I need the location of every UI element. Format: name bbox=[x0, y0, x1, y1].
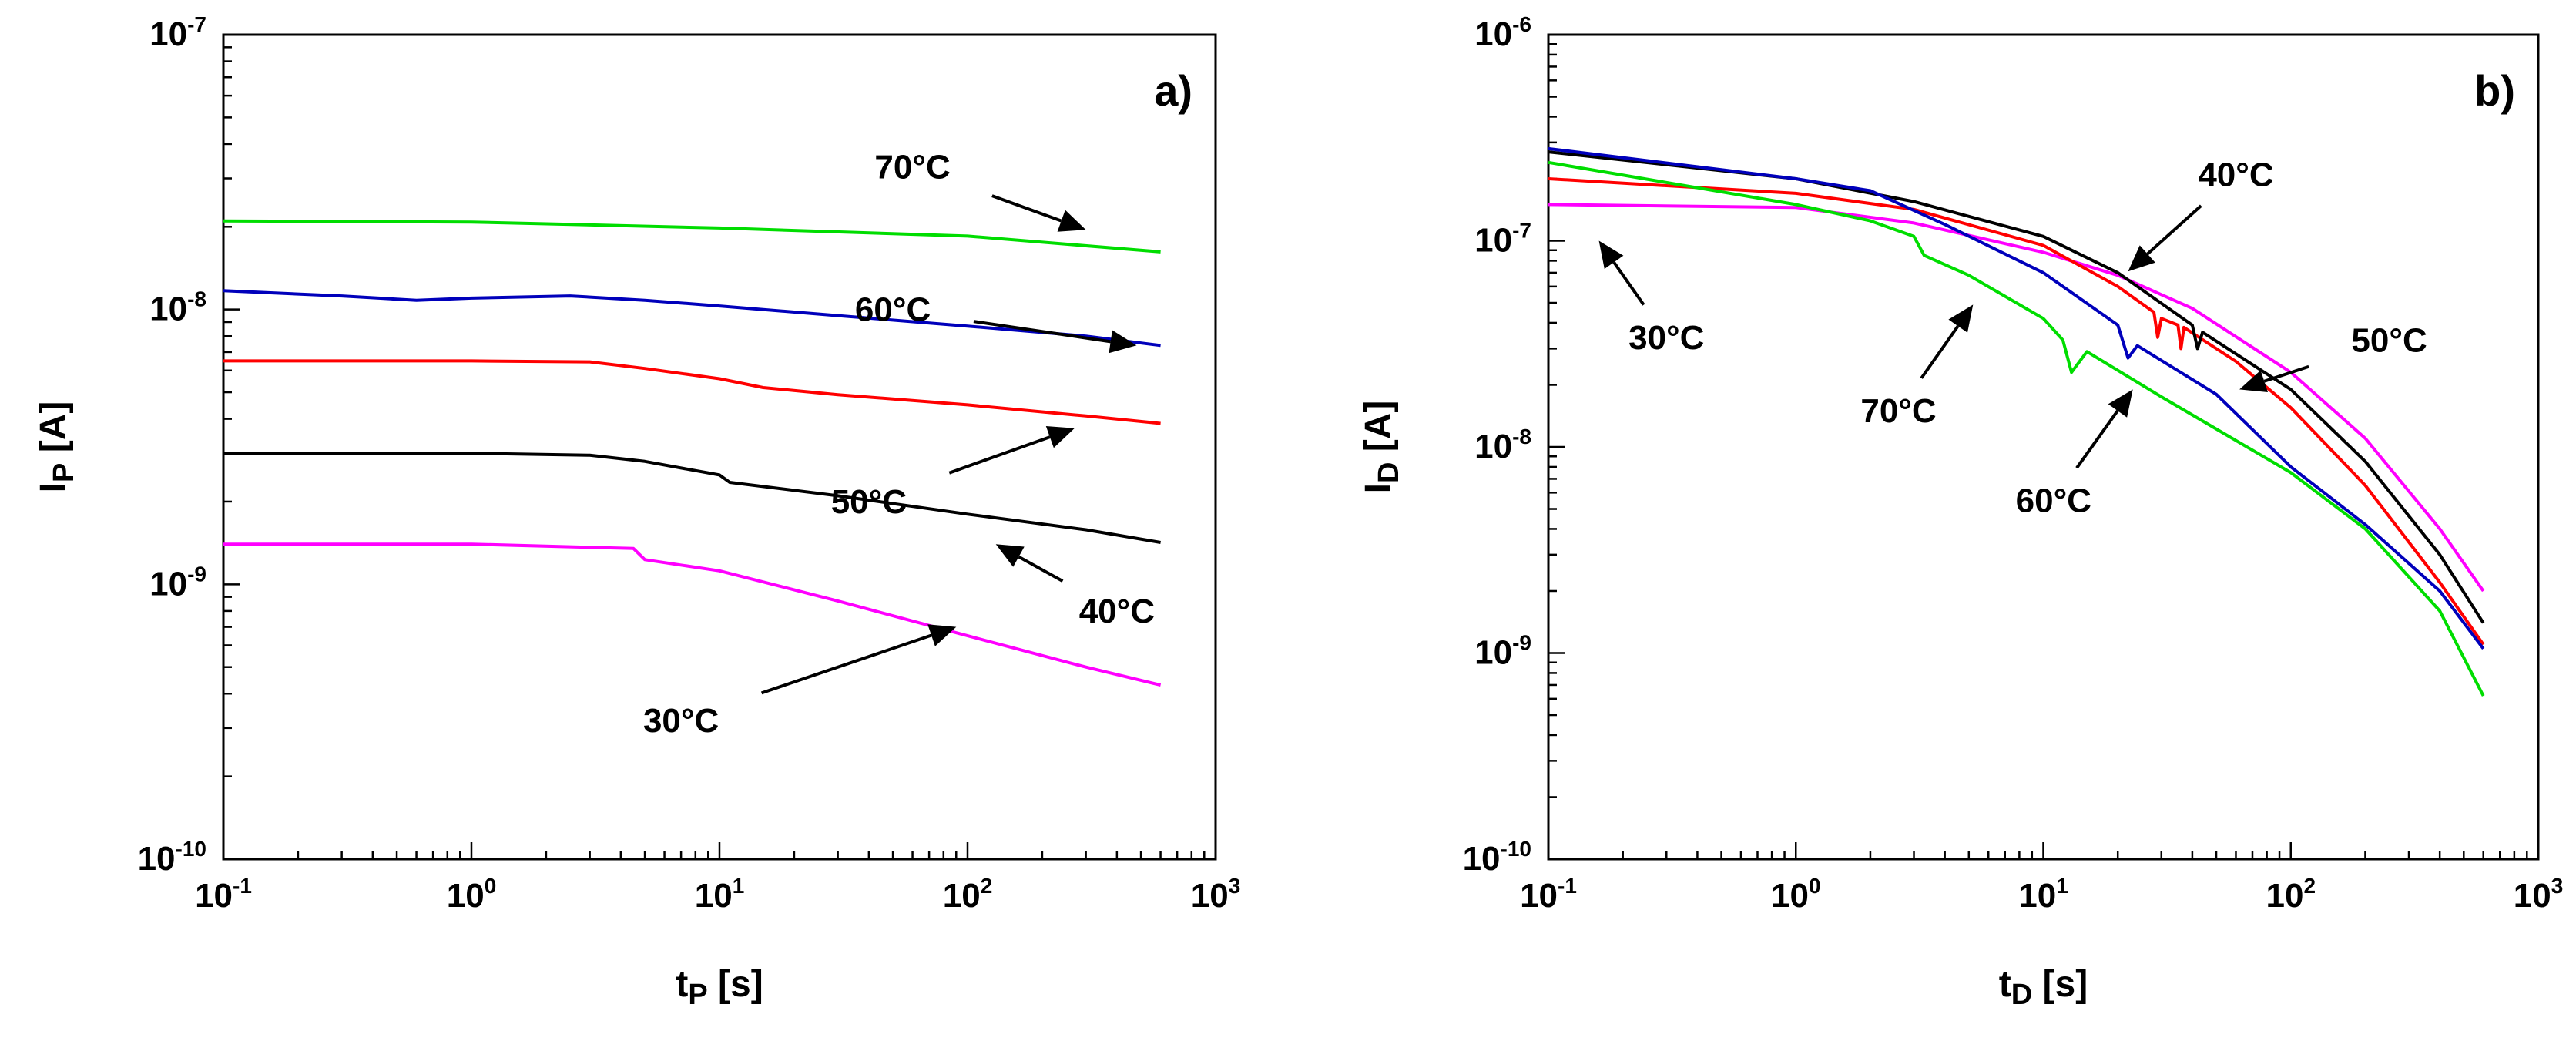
series-line-40-c bbox=[1548, 150, 2485, 624]
annotation-arrow-line bbox=[1612, 261, 1645, 306]
series-line-60-c bbox=[223, 289, 1161, 348]
x-axis-title: tD [s] bbox=[1999, 964, 2088, 1011]
series-line-50-c bbox=[223, 359, 1161, 425]
plot-frame bbox=[1547, 33, 2540, 861]
annotation-arrow-line bbox=[991, 194, 1062, 223]
annotation-arrowhead bbox=[2239, 370, 2268, 392]
annotation-arrowhead bbox=[1598, 240, 1624, 269]
annotation-label-60-c: 60°C bbox=[2016, 482, 2091, 519]
annotation-arrow-line bbox=[2075, 409, 2119, 469]
x-tick-label: 103 bbox=[2514, 874, 2564, 915]
annotation-label-70-c: 70°C bbox=[874, 149, 950, 186]
series-line-70-c bbox=[1548, 160, 2485, 697]
x-tick-label: 100 bbox=[1771, 874, 1821, 915]
x-axis-title: tP [s] bbox=[676, 964, 763, 1011]
annotation-label-70-c: 70°C bbox=[1860, 392, 1936, 430]
annotation-label-50-c: 50°C bbox=[2351, 321, 2427, 359]
series-line-50-c bbox=[1548, 177, 2485, 646]
y-tick-label: 10-7 bbox=[1474, 219, 1531, 260]
series-line-60-c bbox=[1548, 146, 2485, 650]
annotation-arrow-line bbox=[948, 435, 1051, 475]
annotation-label-60-c: 60°C bbox=[855, 291, 931, 329]
annotation-label-30-c: 30°C bbox=[643, 702, 719, 740]
y-tick-label: 10-10 bbox=[1463, 837, 1531, 878]
annotation-arrow-line bbox=[2146, 204, 2202, 256]
x-tick-label: 102 bbox=[2266, 874, 2316, 915]
x-tick-label: 101 bbox=[695, 874, 745, 915]
series-line-30-c bbox=[223, 542, 1162, 687]
panel-label: b) bbox=[2474, 66, 2515, 115]
x-tick-label: 103 bbox=[1191, 874, 1241, 915]
y-axis-title: ID [A] bbox=[1358, 401, 1405, 494]
annotation-arrowhead bbox=[1045, 426, 1075, 448]
x-tick-label: 10-1 bbox=[195, 874, 252, 915]
annotation-arrowhead bbox=[995, 544, 1025, 567]
series-line-40-c bbox=[223, 452, 1161, 544]
series-line-70-c bbox=[223, 219, 1161, 254]
annotation-arrowhead bbox=[1109, 330, 1137, 354]
annotation-arrow-line bbox=[1018, 555, 1064, 583]
y-tick-label: 10-10 bbox=[138, 837, 206, 878]
x-tick-label: 100 bbox=[447, 874, 497, 915]
panel-label: a) bbox=[1154, 66, 1192, 115]
x-tick-label: 102 bbox=[943, 874, 993, 915]
y-tick-label: 10-7 bbox=[149, 12, 206, 53]
annotation-arrow-line bbox=[760, 633, 932, 695]
annotation-arrowhead bbox=[927, 624, 957, 646]
x-tick-label: 101 bbox=[2018, 874, 2068, 915]
panel-b-chart: 10-1 100 101 102 103 10-10 10-9 10-8 10-7 10-6 tD … bbox=[1358, 12, 2563, 1011]
y-tick-label: 10-8 bbox=[149, 287, 206, 328]
annotation-arrowhead bbox=[1057, 210, 1086, 232]
annotation-label-50-c: 50°C bbox=[831, 483, 907, 521]
y-axis-title: IP [A] bbox=[33, 401, 80, 493]
annotation-label-30-c: 30°C bbox=[1628, 319, 1704, 357]
annotation-arrow-line bbox=[1920, 325, 1960, 379]
annotation-arrow-line bbox=[2263, 364, 2309, 383]
y-tick-label: 10-9 bbox=[1474, 631, 1531, 672]
annotation-label-40-c: 40°C bbox=[2198, 156, 2273, 193]
y-tick-label: 10-6 bbox=[1474, 12, 1531, 53]
plot-frame bbox=[222, 33, 1217, 861]
annotation-arrowhead bbox=[1948, 304, 1974, 333]
y-tick-label: 10-8 bbox=[1474, 425, 1531, 465]
y-tick-label: 10-9 bbox=[149, 562, 206, 603]
series-line-30-c bbox=[1548, 203, 2485, 593]
annotation-arrow-line bbox=[973, 320, 1112, 344]
annotation-arrowhead bbox=[2128, 245, 2155, 272]
panel-a-chart: 10-1 100 101 102 103 10-10 10-9 10-8 10-7 tP [s] I… bbox=[33, 12, 1240, 1011]
annotation-label-40-c: 40°C bbox=[1079, 593, 1155, 630]
x-tick-label: 10-1 bbox=[1520, 874, 1577, 915]
annotation-arrowhead bbox=[2108, 389, 2133, 418]
